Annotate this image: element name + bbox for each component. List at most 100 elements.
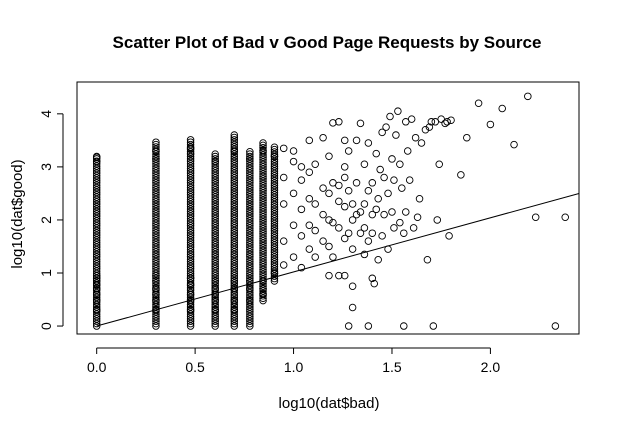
data-point <box>246 231 254 240</box>
data-point <box>211 162 219 170</box>
data-point <box>246 305 254 314</box>
data-point <box>230 159 239 168</box>
data-point <box>352 136 361 145</box>
data-point <box>92 193 101 201</box>
data-point <box>246 241 254 249</box>
data-point <box>92 245 101 254</box>
data-point <box>270 231 279 240</box>
data-point <box>92 285 101 293</box>
data-point <box>211 260 219 268</box>
data-point <box>186 162 195 170</box>
data-point <box>92 167 101 175</box>
data-point <box>384 189 392 198</box>
data-point <box>186 265 195 273</box>
data-point <box>230 212 239 220</box>
data-point <box>152 262 160 271</box>
data-point <box>270 164 279 173</box>
data-point <box>279 144 288 153</box>
data-point <box>230 262 239 271</box>
data-point <box>246 248 254 256</box>
data-point <box>152 226 160 235</box>
data-point <box>92 243 101 252</box>
data-point <box>186 136 195 144</box>
data-point <box>259 160 267 169</box>
data-point <box>270 227 279 235</box>
data-point <box>246 148 254 156</box>
data-point <box>230 188 239 197</box>
data-point <box>211 186 219 194</box>
data-point <box>246 315 254 323</box>
data-point <box>186 231 195 240</box>
data-point <box>211 238 219 247</box>
data-point <box>360 200 369 208</box>
data-point <box>230 233 239 242</box>
data-point <box>211 243 219 252</box>
data-point <box>246 236 254 244</box>
data-point <box>152 260 160 268</box>
data-point <box>270 143 279 151</box>
data-point <box>92 157 101 166</box>
data-point <box>259 258 267 267</box>
data-point <box>348 200 357 208</box>
data-point <box>92 200 101 209</box>
data-point <box>259 261 267 269</box>
data-point <box>364 139 373 147</box>
data-point <box>230 293 239 302</box>
data-point <box>270 176 279 185</box>
data-point <box>152 202 160 211</box>
data-point <box>211 205 219 213</box>
data-point <box>340 163 349 171</box>
data-point <box>325 189 333 198</box>
data-point <box>230 202 239 211</box>
data-point <box>211 214 219 223</box>
data-point <box>230 241 239 249</box>
data-point <box>297 163 306 171</box>
data-point <box>270 148 279 156</box>
data-point <box>186 164 195 173</box>
data-point <box>270 258 279 266</box>
data-point <box>230 193 239 201</box>
data-point <box>230 245 239 254</box>
data-point <box>259 208 267 216</box>
data-point <box>335 197 343 206</box>
data-point <box>259 165 267 174</box>
data-point <box>531 213 540 222</box>
data-point <box>230 322 239 330</box>
data-point <box>92 290 101 298</box>
data-point <box>329 253 337 261</box>
data-point <box>396 218 404 227</box>
data-point <box>230 152 239 161</box>
data-point <box>186 276 195 285</box>
data-point <box>259 285 267 293</box>
data-point <box>270 246 279 254</box>
data-point <box>297 232 306 240</box>
data-point <box>259 144 267 152</box>
data-point <box>186 169 195 177</box>
data-point <box>152 250 160 259</box>
data-point <box>246 257 254 266</box>
data-point <box>211 222 219 230</box>
data-point <box>246 164 254 173</box>
data-point <box>230 231 239 240</box>
data-point <box>230 222 239 230</box>
data-point <box>92 224 101 232</box>
data-point <box>270 174 279 183</box>
data-point <box>152 190 160 199</box>
data-point <box>270 167 279 175</box>
data-point <box>246 222 254 230</box>
fit-line <box>96 192 580 327</box>
data-point <box>348 282 357 291</box>
data-point <box>152 222 160 230</box>
data-point <box>152 147 160 155</box>
data-point <box>211 310 219 318</box>
data-point <box>396 160 404 168</box>
data-point <box>186 233 195 242</box>
data-point <box>388 155 396 163</box>
data-point <box>211 285 219 293</box>
data-point <box>186 224 195 232</box>
data-point <box>186 300 195 309</box>
data-point <box>92 255 101 263</box>
y-tick-label: 1 <box>38 269 54 277</box>
data-point <box>230 190 239 199</box>
data-point <box>360 250 369 259</box>
